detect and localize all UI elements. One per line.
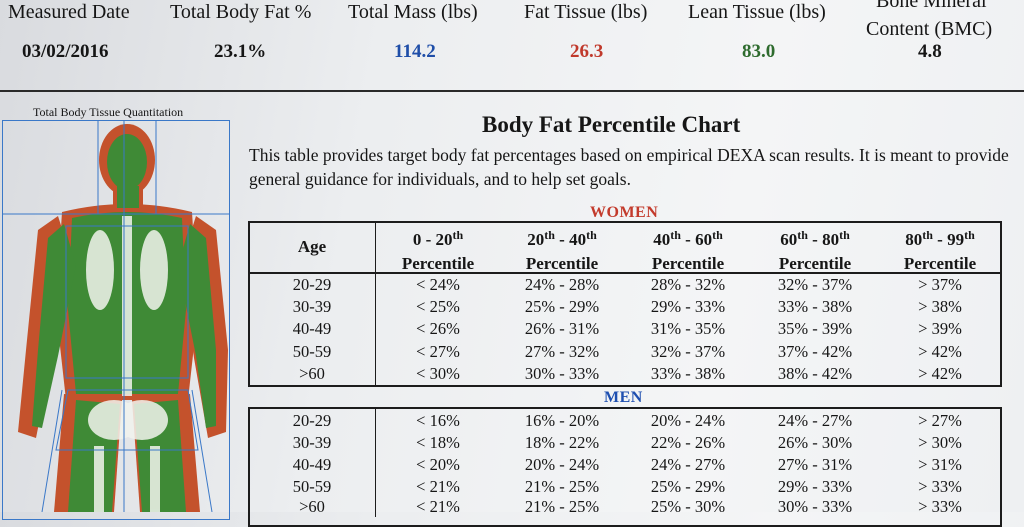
value-cell: > 38% — [918, 297, 962, 316]
value-cell: 29% - 33% — [777, 477, 853, 496]
value-cell: 16% - 20% — [524, 411, 600, 430]
value-cell: 21% - 25% — [524, 497, 600, 516]
value-cell: > 37% — [918, 275, 962, 294]
value-cell: < 20% — [416, 455, 460, 474]
value-cell: 30% - 33% — [777, 497, 853, 516]
value-cell: > 39% — [918, 319, 962, 338]
value-cell: 30% - 33% — [524, 364, 600, 383]
value-cell: 32% - 37% — [650, 342, 726, 361]
value-cell: 32% - 37% — [777, 275, 853, 294]
header-col2-percentile: Percentile — [525, 254, 599, 273]
header-col3-percentile: Percentile — [651, 254, 725, 273]
age-cell: 30-39 — [292, 433, 332, 452]
age-cell: >60 — [299, 364, 325, 383]
value-cell: 21% - 25% — [524, 477, 600, 496]
header-col5: 80th - 99th — [905, 228, 975, 249]
header-rule — [248, 272, 1002, 274]
value-cell: 25% - 29% — [524, 297, 600, 316]
scan-title: Total Body Tissue Quantitation — [33, 105, 184, 119]
bmc-label-line2: Content (BMC) — [866, 18, 993, 40]
body-scan-panel: Total Body Tissue Quantitation — [0, 92, 236, 520]
value-cell: > 33% — [918, 477, 962, 496]
value-cell: < 21% — [416, 477, 460, 496]
header-age: Age — [297, 237, 327, 256]
header-col5-percentile: Percentile — [903, 254, 977, 273]
fat-tissue-label: Fat Tissue (lbs) — [524, 1, 648, 23]
value-cell: 20% - 24% — [524, 455, 600, 474]
value-cell: < 25% — [416, 297, 460, 316]
value-cell: 37% - 42% — [777, 342, 853, 361]
total-mass-value: 114.2 — [394, 41, 436, 62]
total-mass-label: Total Mass (lbs) — [348, 1, 478, 23]
value-cell: 20% - 24% — [650, 411, 726, 430]
value-cell: 24% - 27% — [777, 411, 853, 430]
value-cell: 25% - 30% — [650, 497, 726, 516]
value-cell: < 26% — [416, 319, 460, 338]
women-table — [248, 221, 1002, 387]
value-cell: > 27% — [918, 411, 962, 430]
age-cell: 50-59 — [292, 342, 332, 361]
header-col3: 40th - 60th — [653, 228, 723, 249]
value-cell: 27% - 32% — [524, 342, 600, 361]
value-cell: 33% - 38% — [777, 297, 853, 316]
value-cell: 24% - 28% — [524, 275, 600, 294]
measured-date-label: Measured Date — [8, 1, 130, 23]
women-section-label: WOMEN — [590, 204, 659, 221]
total-body-fat-value: 23.1% — [214, 41, 267, 62]
header-col4: 60th - 80th — [780, 228, 850, 249]
value-cell: 18% - 22% — [524, 433, 600, 452]
age-cell: >60 — [299, 497, 325, 516]
header-col2: 20th - 40th — [527, 228, 597, 249]
lean-tissue-value: 83.0 — [742, 41, 776, 62]
value-cell: < 16% — [416, 411, 460, 430]
value-cell: 26% - 30% — [777, 433, 853, 452]
men-section-label: MEN — [604, 389, 643, 406]
value-cell: 29% - 33% — [650, 297, 726, 316]
age-cell: 40-49 — [292, 319, 332, 338]
fat-tissue-value: 26.3 — [570, 41, 604, 62]
col-divider-1 — [375, 221, 376, 387]
value-cell: 25% - 29% — [650, 477, 726, 496]
value-cell: 31% - 35% — [650, 319, 726, 338]
header-col4-percentile: Percentile — [778, 254, 852, 273]
header-divider — [0, 90, 1024, 92]
header-col1-percentile: Percentile — [401, 254, 475, 273]
header-col1: 0 - 20th — [412, 228, 464, 249]
measured-date-value: 03/02/2016 — [22, 41, 109, 62]
value-cell: < 30% — [416, 364, 460, 383]
body-scan-image — [2, 120, 230, 512]
chart-title: Body Fat Percentile Chart — [482, 112, 741, 137]
summary-metrics: Measured Date 03/02/2016 Total Body Fat … — [0, 0, 1024, 92]
value-cell: > 33% — [918, 497, 962, 516]
value-cell: 33% - 38% — [650, 364, 726, 383]
value-cell: > 42% — [918, 364, 962, 383]
value-cell: 35% - 39% — [777, 319, 853, 338]
age-cell: 50-59 — [292, 477, 332, 496]
lean-tissue-label: Lean Tissue (lbs) — [688, 1, 826, 23]
age-cell: 20-29 — [292, 411, 332, 430]
col-divider-1-men — [375, 407, 376, 517]
age-cell: 40-49 — [292, 455, 332, 474]
value-cell: > 30% — [918, 433, 962, 452]
chart-intro-text: This table provides target body fat perc… — [249, 145, 1009, 189]
value-cell: < 21% — [416, 497, 460, 516]
age-cell: 20-29 — [292, 275, 332, 294]
value-cell: > 31% — [918, 455, 962, 474]
value-cell: 28% - 32% — [650, 275, 726, 294]
value-cell: 38% - 42% — [777, 364, 853, 383]
value-cell: 22% - 26% — [650, 433, 726, 452]
age-cell: 30-39 — [292, 297, 332, 316]
value-cell: 26% - 31% — [524, 319, 600, 338]
bmc-value: 4.8 — [918, 41, 942, 62]
bone-highlights — [86, 216, 168, 512]
scan-region-lines — [2, 120, 230, 512]
value-cell: > 42% — [918, 342, 962, 361]
value-cell: 24% - 27% — [650, 455, 726, 474]
bmc-label-line1: Bone Mineral — [876, 0, 987, 12]
value-cell: < 27% — [416, 342, 460, 361]
value-cell: 27% - 31% — [777, 455, 853, 474]
value-cell: < 18% — [416, 433, 460, 452]
value-cell: < 24% — [416, 275, 460, 294]
total-body-fat-label: Total Body Fat % — [170, 1, 312, 23]
